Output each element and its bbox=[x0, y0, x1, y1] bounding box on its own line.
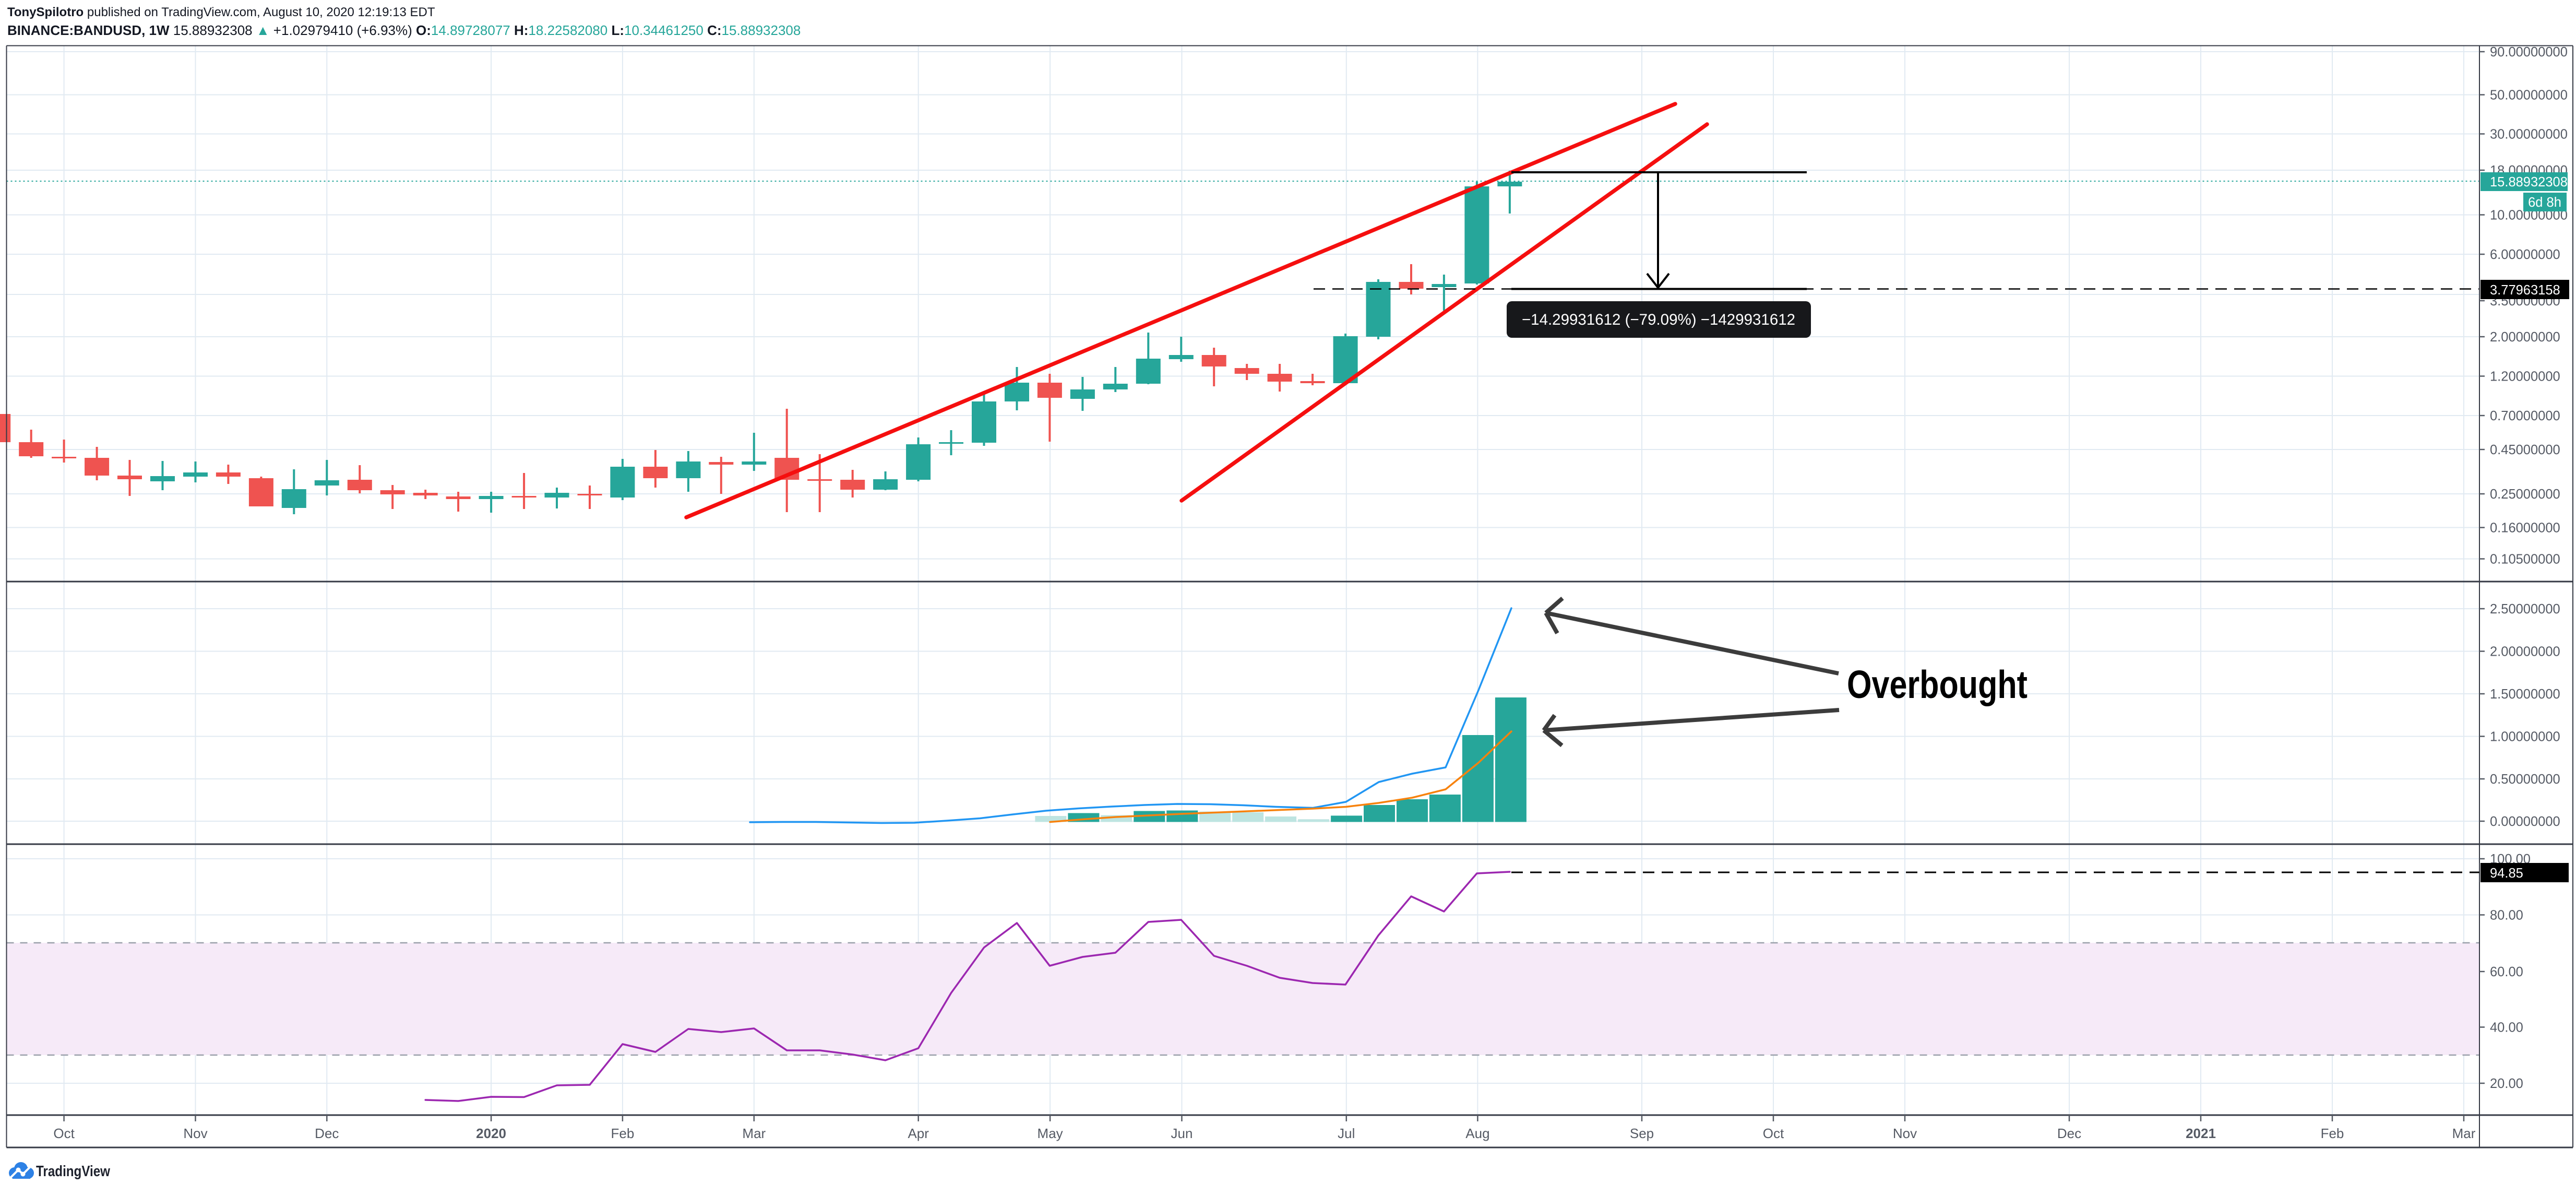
svg-text:2.50000000: 2.50000000 bbox=[2490, 602, 2560, 617]
svg-text:0.50000000: 0.50000000 bbox=[2490, 772, 2560, 787]
svg-text:Oct: Oct bbox=[1763, 1126, 1784, 1141]
svg-text:Nov: Nov bbox=[183, 1126, 207, 1141]
svg-text:BINANCE:BANDUSD, 1W 15.8893230: BINANCE:BANDUSD, 1W 15.88932308 ▲ +1.029… bbox=[7, 22, 801, 38]
svg-text:90.00000000: 90.00000000 bbox=[2490, 45, 2568, 60]
svg-text:60.00: 60.00 bbox=[2490, 965, 2523, 979]
svg-text:6d 8h: 6d 8h bbox=[2528, 195, 2561, 210]
svg-text:Dec: Dec bbox=[2057, 1126, 2081, 1141]
svg-text:TradingView: TradingView bbox=[36, 1163, 110, 1180]
svg-text:Sep: Sep bbox=[1630, 1126, 1654, 1141]
svg-text:0.70000000: 0.70000000 bbox=[2490, 409, 2560, 423]
svg-text:1.00000000: 1.00000000 bbox=[2490, 730, 2560, 744]
svg-text:50.00000000: 50.00000000 bbox=[2490, 88, 2568, 103]
svg-text:Mar: Mar bbox=[2452, 1126, 2476, 1141]
svg-text:2.00000000: 2.00000000 bbox=[2490, 330, 2560, 345]
svg-text:2.00000000: 2.00000000 bbox=[2490, 645, 2560, 659]
svg-text:Jun: Jun bbox=[1171, 1126, 1193, 1141]
svg-text:0.00000000: 0.00000000 bbox=[2490, 814, 2560, 829]
svg-text:TonySpilotro published on Trad: TonySpilotro published on TradingView.co… bbox=[7, 5, 435, 19]
svg-text:2020: 2020 bbox=[476, 1126, 506, 1141]
svg-text:0.45000000: 0.45000000 bbox=[2490, 443, 2560, 457]
svg-text:Overbought: Overbought bbox=[1847, 662, 2028, 706]
svg-text:0.16000000: 0.16000000 bbox=[2490, 521, 2560, 536]
svg-text:Apr: Apr bbox=[908, 1126, 929, 1141]
svg-text:80.00: 80.00 bbox=[2490, 908, 2523, 923]
svg-text:0.25000000: 0.25000000 bbox=[2490, 487, 2560, 502]
svg-text:3.77963158: 3.77963158 bbox=[2490, 283, 2560, 298]
svg-text:Feb: Feb bbox=[2321, 1126, 2344, 1141]
svg-text:Nov: Nov bbox=[1893, 1126, 1917, 1141]
svg-text:2021: 2021 bbox=[2186, 1126, 2216, 1141]
svg-text:1.50000000: 1.50000000 bbox=[2490, 687, 2560, 702]
svg-text:May: May bbox=[1037, 1126, 1063, 1141]
svg-text:Oct: Oct bbox=[53, 1126, 75, 1141]
svg-text:20.00: 20.00 bbox=[2490, 1076, 2523, 1091]
svg-text:94.85: 94.85 bbox=[2490, 866, 2523, 881]
svg-text:0.10500000: 0.10500000 bbox=[2490, 552, 2560, 567]
svg-text:Mar: Mar bbox=[742, 1126, 766, 1141]
svg-text:Aug: Aug bbox=[1465, 1126, 1489, 1141]
svg-text:Feb: Feb bbox=[611, 1126, 634, 1141]
svg-text:30.00000000: 30.00000000 bbox=[2490, 127, 2568, 142]
svg-text:40.00: 40.00 bbox=[2490, 1021, 2523, 1035]
svg-text:Jul: Jul bbox=[1338, 1126, 1355, 1141]
svg-text:6.00000000: 6.00000000 bbox=[2490, 247, 2560, 262]
svg-text:Dec: Dec bbox=[315, 1126, 339, 1141]
svg-text:15.88932308: 15.88932308 bbox=[2490, 175, 2568, 190]
svg-text:1.20000000: 1.20000000 bbox=[2490, 370, 2560, 384]
svg-text:−14.29931612 (−79.09%) −142993: −14.29931612 (−79.09%) −1429931612 bbox=[1522, 311, 1795, 328]
